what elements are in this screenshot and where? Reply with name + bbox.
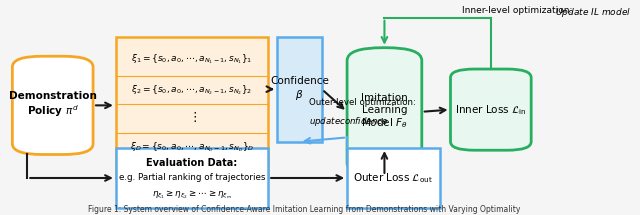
Text: e.g. Partial ranking of trajectories: e.g. Partial ranking of trajectories: [119, 174, 265, 183]
Text: $\eta_{\xi_1} \geq \eta_{\xi_2} \geq \cdots \geq \eta_{\xi_m}$: $\eta_{\xi_1} \geq \eta_{\xi_2} \geq \cd…: [152, 189, 232, 201]
Text: Inner Loss $\mathcal{L}_{\mathrm{in}}$: Inner Loss $\mathcal{L}_{\mathrm{in}}$: [455, 103, 527, 117]
Text: $\xi_D = \{s_0, a_0, \cdots, a_{N_D-1}, s_{N_D}\}_D$: $\xi_D = \{s_0, a_0, \cdots, a_{N_D-1}, …: [130, 140, 254, 154]
Text: $\mathit{update confidence}$: $\mathit{update confidence}$: [309, 115, 388, 128]
Text: Figure 1: System overview of Confidence-Aware Imitation Learning from Demonstrat: Figure 1: System overview of Confidence-…: [88, 205, 520, 214]
Text: $\vdots$: $\vdots$: [188, 110, 196, 124]
FancyBboxPatch shape: [12, 56, 93, 155]
Text: Confidence
$\beta$: Confidence $\beta$: [270, 76, 329, 102]
Text: $\xi_2 = \{s_0, a_0, \cdots, a_{N_2-1}, s_{N_2}\}_2$: $\xi_2 = \{s_0, a_0, \cdots, a_{N_2-1}, …: [131, 84, 253, 97]
Bar: [347, 148, 440, 208]
Text: Outer Loss $\mathcal{L}_{\mathrm{out}}$: Outer Loss $\mathcal{L}_{\mathrm{out}}$: [353, 171, 433, 185]
Text: Demonstration
Policy $\pi^d$: Demonstration Policy $\pi^d$: [9, 91, 97, 120]
Text: Imitation
Learning
Model $F_\theta$: Imitation Learning Model $F_\theta$: [361, 93, 408, 131]
Bar: [277, 37, 322, 142]
Text: $\xi_1 = \{s_0, a_0, \cdots, a_{N_1-1}, s_{N_1}\}_1$: $\xi_1 = \{s_0, a_0, \cdots, a_{N_1-1}, …: [131, 53, 253, 66]
Bar: [116, 148, 268, 208]
Text: Inner-level optimization:: Inner-level optimization:: [463, 6, 576, 15]
Text: Outer-level optimization:: Outer-level optimization:: [309, 98, 416, 107]
FancyBboxPatch shape: [347, 48, 422, 176]
FancyBboxPatch shape: [451, 69, 531, 150]
Text: Evaluation Data:: Evaluation Data:: [147, 158, 237, 168]
Text: $\mathit{Update\ IL\ model}$: $\mathit{Update\ IL\ model}$: [555, 6, 631, 19]
Bar: [116, 37, 268, 178]
